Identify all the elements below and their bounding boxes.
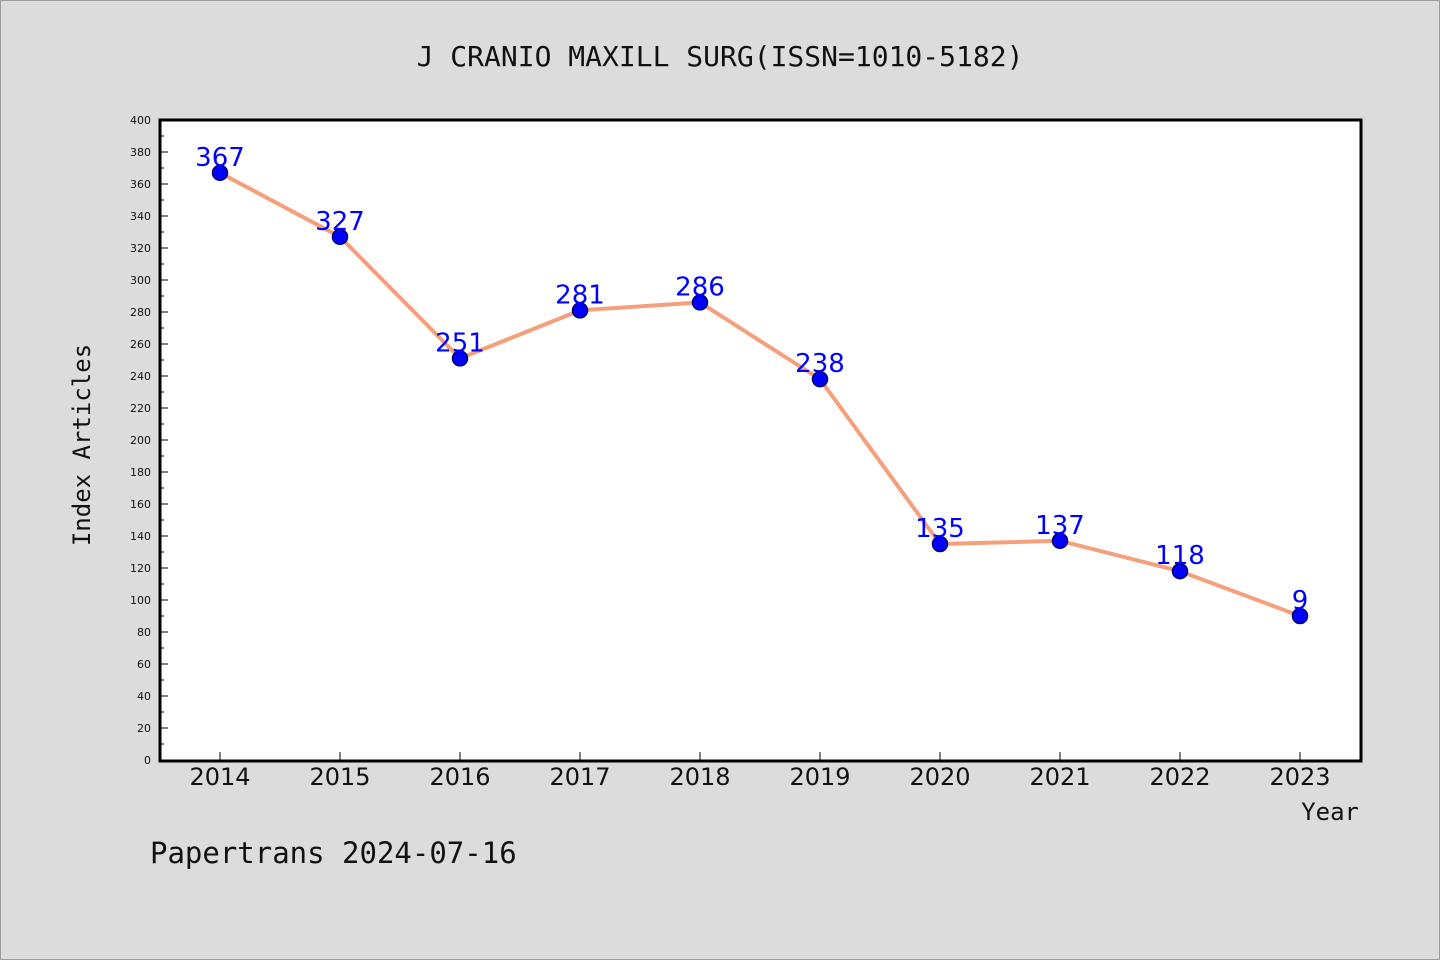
y-tick-label: 180 (130, 466, 151, 479)
x-tick-label: 2016 (429, 763, 490, 791)
y-tick-label: 260 (130, 338, 151, 351)
y-tick-label: 60 (137, 658, 151, 671)
x-tick-label: 2021 (1029, 763, 1090, 791)
x-tick-label: 2020 (909, 763, 970, 791)
y-tick-label: 20 (137, 722, 151, 735)
x-tick-label: 2015 (309, 763, 370, 791)
y-axis: 0 20 40 60 80 100 120 140 160 180 200 220 240 260 280 3… (130, 114, 168, 767)
plot-area (160, 120, 1361, 761)
footer-watermark: Papertrans 2024-07-16 (150, 836, 517, 870)
data-label: 281 (555, 280, 605, 310)
y-tick-label: 140 (130, 530, 151, 543)
y-tick-label: 0 (144, 754, 151, 767)
data-label: 118 (1155, 541, 1205, 571)
y-tick-label: 300 (130, 274, 151, 287)
data-point (931, 535, 949, 553)
data-label: 137 (1035, 511, 1085, 541)
y-tick-label: 40 (137, 690, 151, 703)
data-point (1051, 532, 1069, 550)
y-tick-label: 120 (130, 562, 151, 575)
series-line-group (211, 164, 1309, 625)
x-tick-label: 2019 (789, 763, 850, 791)
y-tick-label: 80 (137, 626, 151, 639)
y-tick-label: 360 (130, 178, 151, 191)
y-tick-label: 100 (130, 594, 151, 607)
x-tick-label: 2014 (189, 763, 250, 791)
chart-title: J CRANIO MAXILL SURG(ISSN=1010-5182) (417, 40, 1024, 73)
data-label: 327 (315, 207, 365, 237)
data-point (811, 370, 829, 388)
data-point (451, 350, 469, 367)
data-point (691, 294, 709, 311)
y-tick-label: 400 (130, 114, 151, 127)
data-label: 367 (195, 143, 245, 173)
x-tick-label: 2017 (549, 763, 610, 791)
x-tick-label: 2018 (669, 763, 730, 791)
x-axis-label: Year (1301, 798, 1359, 826)
y-tick-label: 380 (130, 146, 151, 159)
x-axis: 2014 2015 2016 2017 2018 2019 2020 2021 2022 2023 (189, 752, 1331, 791)
plot-border (158, 118, 1363, 763)
y-tick-label: 200 (130, 434, 151, 447)
data-label: 135 (915, 514, 965, 544)
data-label: 238 (795, 349, 845, 379)
data-label: 286 (675, 272, 725, 302)
x-tick-label: 2022 (1149, 763, 1210, 791)
y-axis-label: Index Articles (68, 344, 96, 546)
data-labels: 367 327 251 281 286 238 135 137 118 9 (195, 143, 1308, 616)
data-point (1291, 607, 1309, 625)
x-tick-label: 2023 (1269, 763, 1330, 791)
series-line (218, 170, 1302, 618)
data-point (211, 164, 229, 182)
data-label: 9 (1292, 586, 1309, 616)
y-tick-label: 320 (130, 242, 151, 255)
y-tick-label: 220 (130, 402, 151, 415)
data-point (1171, 562, 1189, 580)
y-tick-label: 240 (130, 370, 151, 383)
data-label: 251 (435, 328, 485, 358)
y-tick-label: 340 (130, 210, 151, 223)
data-point (331, 228, 349, 246)
data-point (571, 302, 589, 319)
y-tick-label: 280 (130, 306, 151, 319)
y-tick-label: 160 (130, 498, 151, 511)
